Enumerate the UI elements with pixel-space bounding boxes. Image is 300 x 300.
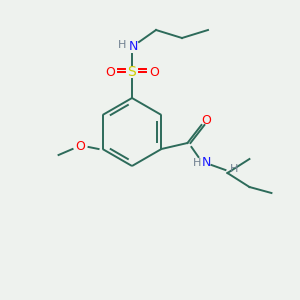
Text: N: N: [202, 157, 211, 169]
Text: H: H: [118, 40, 126, 50]
Text: O: O: [202, 115, 212, 128]
Text: O: O: [76, 140, 85, 154]
Text: O: O: [149, 65, 159, 79]
Text: N: N: [128, 40, 138, 52]
Text: H: H: [193, 158, 202, 168]
Text: O: O: [105, 65, 115, 79]
Text: S: S: [128, 65, 136, 79]
Text: H: H: [230, 164, 238, 174]
